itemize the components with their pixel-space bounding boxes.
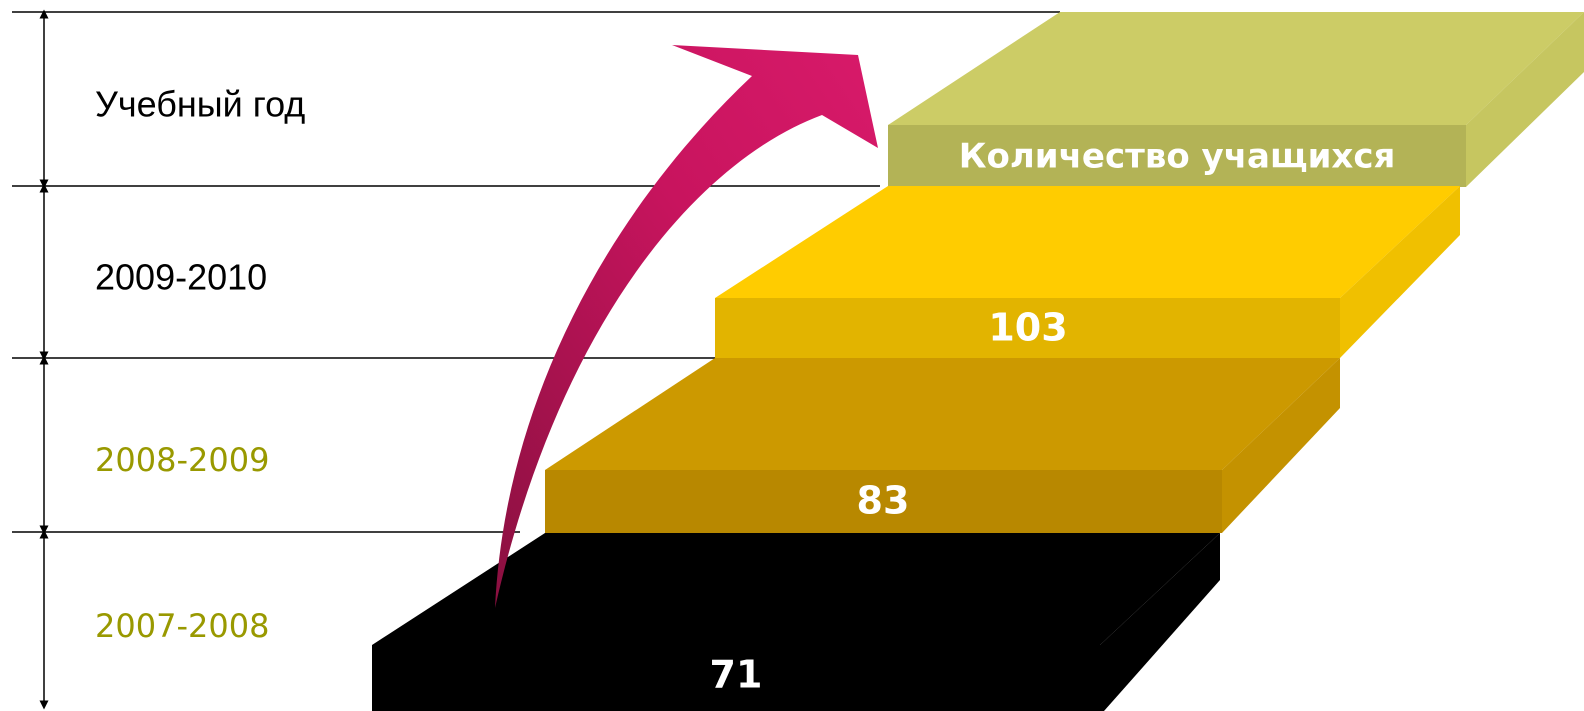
count-value: 71 [710,653,763,697]
diagram: Учебный год 2009-2010 2008-2009 2007-200… [0,0,1584,711]
year-label: 2009-2010 [95,257,267,298]
step-top [715,186,1460,358]
count-value: 103 [988,306,1067,350]
year-label: 2007-2008 [95,607,269,645]
count-header: Количество учащихся [959,137,1396,177]
count-value: 83 [857,479,910,523]
step-middle [545,358,1340,533]
year-header: Учебный год [95,84,305,125]
year-label: 2008-2009 [95,441,269,479]
